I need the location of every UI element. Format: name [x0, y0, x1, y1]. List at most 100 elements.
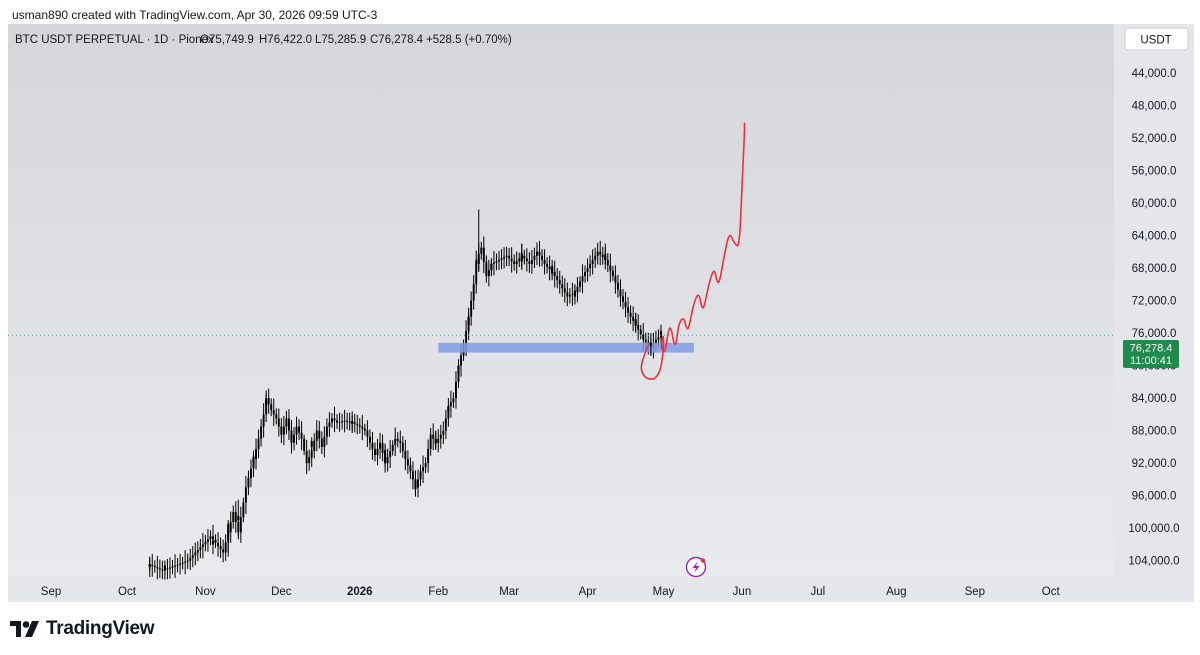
price-bar-body [422, 467, 425, 472]
price-bar-body [315, 430, 318, 441]
price-bar-body [171, 566, 174, 568]
price-bar-body [601, 254, 604, 258]
price-bar-body [323, 436, 326, 447]
price-bar-body [571, 293, 574, 296]
price-bar-body [619, 289, 622, 297]
price-bar-body [166, 568, 169, 570]
price-bar-body [394, 438, 397, 445]
candle-body [434, 438, 437, 444]
price-bar-body [510, 258, 513, 262]
price-bar-body [313, 440, 316, 451]
price-bar-body [596, 251, 599, 256]
price-bar-body [285, 418, 288, 427]
y-tick-label: 96,000.0 [1132, 491, 1177, 503]
price-bar-body [343, 420, 346, 422]
price-bar-body [576, 286, 579, 293]
price-bar-body [209, 536, 212, 540]
x-tick-label: Nov [195, 586, 216, 598]
price-bar-body [325, 426, 328, 437]
price-bar-body [333, 418, 336, 421]
price-bar-body [277, 418, 280, 427]
price-bar-body [439, 434, 442, 439]
price-bar-body [535, 251, 538, 256]
price-bar-body [358, 425, 361, 427]
candle-body [659, 330, 663, 336]
y-tick-label: 60,000.0 [1132, 198, 1177, 210]
price-bar-body [366, 430, 369, 437]
price-bar-body [298, 426, 301, 433]
candle-body [490, 263, 493, 270]
price-bar-body [444, 418, 447, 431]
x-tick-label: Sep [965, 586, 985, 598]
price-bar-body [579, 281, 581, 287]
price-bar-body [176, 564, 179, 566]
bar-countdown: 11:00:41 [1130, 355, 1172, 367]
price-bar-body [191, 555, 194, 559]
price-bar-body [654, 339, 657, 344]
price-bar-body [204, 541, 207, 545]
time-axis-background [8, 577, 1194, 602]
price-bar-body [267, 398, 270, 405]
price-bar-body [244, 487, 247, 503]
tradingview-logo: TradingView [10, 618, 155, 640]
price-bar-body [371, 442, 374, 449]
price-bar-body [381, 442, 384, 453]
price-bar-body [353, 422, 356, 424]
chart-container[interactable]: 40,000.044,000.048,000.052,000.056,000.0… [8, 24, 1194, 602]
legend-high: H76,422.0 [259, 34, 312, 46]
tradingview-logo-icon [10, 621, 39, 637]
price-bar-body [553, 272, 556, 277]
price-bar-body [356, 423, 359, 426]
candle-body [467, 316, 470, 325]
candle-body [649, 342, 652, 347]
price-bar-body [513, 261, 516, 264]
price-bar-body [409, 465, 412, 472]
price-bar-body [320, 438, 323, 447]
legend-symbol: BTC USDT PERPETUAL · 1D · Pionex [15, 34, 214, 46]
x-tick-label: Aug [886, 586, 906, 598]
legend: BTC USDT PERPETUAL · 1D · Pionex O75,749… [15, 34, 512, 46]
price-bar-body [219, 546, 222, 550]
price-bar-body [543, 259, 546, 264]
x-tick-label: Feb [428, 586, 448, 598]
price-axis-background [1114, 24, 1194, 577]
price-bar-body [179, 563, 182, 565]
price-bar-body [260, 426, 263, 439]
lightning-icon[interactable] [685, 556, 707, 578]
price-bar-body [305, 450, 308, 464]
price-bar-body [368, 436, 371, 443]
price-bar-body [495, 261, 498, 263]
price-bar-body [629, 312, 632, 317]
candle-body [351, 420, 354, 425]
price-bar-body [239, 517, 242, 533]
price-bar-body [389, 450, 392, 458]
price-bar-body [561, 284, 564, 289]
candle-body [310, 441, 313, 447]
candle-body [237, 516, 240, 521]
price-bar-body [487, 270, 490, 277]
legend-low: L75,285.9 [315, 34, 366, 46]
price-bar-body [591, 259, 594, 264]
price-bar-body [206, 539, 209, 542]
price-bar-body [566, 292, 569, 297]
price-bar-body [404, 450, 407, 460]
price-bar-body [606, 259, 609, 266]
price-bar-body [644, 339, 647, 343]
price-bar-body [363, 428, 366, 431]
price-chart[interactable]: 40,000.044,000.048,000.052,000.056,000.0… [8, 24, 1194, 602]
projection-drawing[interactable] [640, 122, 746, 380]
price-bar-body [589, 263, 592, 268]
y-tick-label: 56,000.0 [1132, 165, 1177, 177]
price-bar-body [611, 270, 614, 277]
y-tick-label: 76,000.0 [1132, 328, 1177, 340]
currency-button[interactable]: USDT [1124, 27, 1189, 51]
price-bar-body [472, 284, 475, 301]
support-zone[interactable] [438, 342, 694, 353]
price-bar-body [287, 418, 290, 431]
candle-body [414, 481, 417, 490]
plot-background [8, 24, 1114, 577]
price-bar-body [386, 457, 389, 464]
price-bar-body [429, 434, 432, 449]
price-bar-body [224, 542, 227, 553]
y-tick-label: 48,000.0 [1132, 100, 1177, 112]
